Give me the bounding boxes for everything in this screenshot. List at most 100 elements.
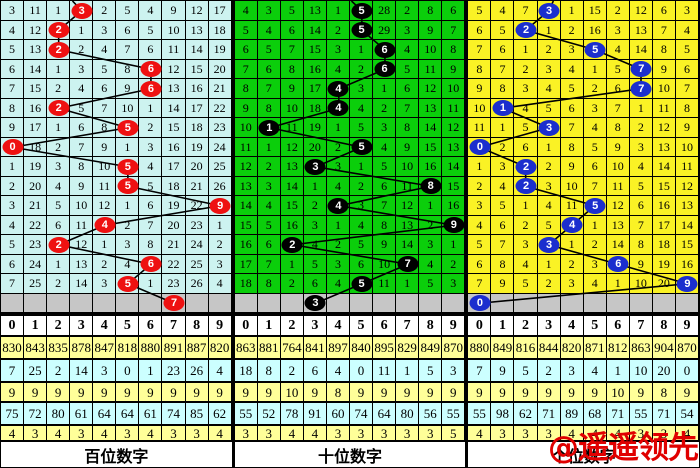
stat-cell: 4 <box>584 426 607 440</box>
stat-cell: 80 <box>47 403 71 424</box>
digit-header-cell: 1 <box>24 316 48 335</box>
drawn-ball: 3 <box>304 158 326 175</box>
trend-cell: 3 <box>560 274 584 294</box>
trend-cell: 12 <box>24 20 48 40</box>
trend-cell: 4 <box>350 215 374 235</box>
stat-cell: 863 <box>630 337 653 358</box>
trend-cell: 18 <box>208 20 232 40</box>
trend-cell: 13 <box>675 196 699 216</box>
trend-cell: 1 <box>47 1 71 21</box>
stat-cell: 55 <box>630 403 653 424</box>
stat-cell: 55 <box>235 403 258 424</box>
stat-cell: 74 <box>162 403 186 424</box>
trend-cell: 6 <box>257 59 281 79</box>
trend-cell: 1 <box>537 254 561 274</box>
trend-cell: 11 <box>24 1 48 21</box>
trend-cell: 2 <box>583 235 607 255</box>
stat-cell: 2 <box>538 360 561 381</box>
trend-cell: 7 <box>234 59 258 79</box>
pending-row-cell <box>208 293 232 313</box>
trend-cell: 9 <box>280 79 304 99</box>
trend-cell: 5 <box>47 196 71 216</box>
stat-cell: 3 <box>350 426 374 440</box>
trend-cell: 2 <box>326 137 350 157</box>
stat-cell: 880 <box>468 337 492 358</box>
drawn-ball: 5 <box>117 178 139 195</box>
trend-cell: 2 <box>70 40 94 60</box>
trend-cell: 18 <box>234 274 258 294</box>
trend-cell: 2 <box>373 98 397 118</box>
stat-cell: 870 <box>442 337 466 358</box>
trend-cell: 5 <box>350 118 374 138</box>
stat-cell: 61 <box>70 403 94 424</box>
trend-cell: 9 <box>606 137 630 157</box>
digit-header-cell: 1 <box>491 316 515 335</box>
stat-row: 55 98 62 71 89 68 71 55 71 54 <box>468 403 699 426</box>
trend-cell: 3 <box>139 137 163 157</box>
drawn-ball: 7 <box>630 80 652 97</box>
trend-cell: 2 <box>208 235 232 255</box>
trend-cell: 7 <box>1 79 25 99</box>
trend-cell: 9 <box>652 59 676 79</box>
trend-cell: 16 <box>162 137 186 157</box>
stat-cell: 80 <box>396 403 420 424</box>
trend-cell: 10 <box>234 118 258 138</box>
trend-cell: 18 <box>162 176 186 196</box>
trend-cell: 22 <box>24 215 48 235</box>
trend-cell: 3 <box>326 254 350 274</box>
trend-cell: 2 <box>537 40 561 60</box>
pending-row-cell <box>1 293 25 313</box>
stat-cell: 91 <box>304 403 327 424</box>
trend-cell: 19 <box>162 196 186 216</box>
digit-header-cell: 3 <box>70 316 94 335</box>
trend-cell: 6 <box>491 40 515 60</box>
trend-cell: 3 <box>350 79 374 99</box>
stats-units: 880 849 816 844 820 871 812 863 904 870 7 9 5 2 3 4 1 10 2… <box>468 337 699 442</box>
trend-cell: 5 <box>606 59 630 79</box>
stat-cell: 9 <box>186 383 209 401</box>
trend-cell: 13 <box>419 98 443 118</box>
pending-row-cell <box>93 293 117 313</box>
trend-cell: 3 <box>257 176 281 196</box>
pending-row-cell <box>70 293 94 313</box>
drawn-ball: 8 <box>420 178 442 195</box>
digit-header-cell: 8 <box>419 316 443 335</box>
pending-row-cell <box>139 293 163 313</box>
trend-grid-hundreds: 3 11 1 2 5 4 9 12 17 4 12 1 3 6 5 10 13 18 5 13 2 4 7 6 11 14 19 6 1… <box>1 1 232 313</box>
stat-cell: 4 <box>468 426 492 440</box>
stat-cell: 9 <box>304 383 327 401</box>
trend-cell: 17 <box>162 157 186 177</box>
stat-cell: 26 <box>186 360 209 381</box>
trend-cell: 23 <box>24 235 48 255</box>
trend-cell: 1 <box>583 215 607 235</box>
pending-row-cell <box>47 293 71 313</box>
stat-cell: 820 <box>209 337 232 358</box>
trend-cell: 1 <box>93 235 117 255</box>
trend-cell: 10 <box>629 274 653 294</box>
digit-header-cell: 3 <box>304 316 327 335</box>
pending-row-cell <box>537 293 561 313</box>
trend-cell: 4 <box>491 1 515 21</box>
stat-cell: 4 <box>607 426 630 440</box>
stat-cell: 9 <box>630 383 653 401</box>
panel-footer-hundreds: 百位数字 <box>1 442 232 467</box>
trend-cell: 12 <box>652 118 676 138</box>
trend-cell: 3 <box>560 40 584 60</box>
trend-cell: 1 <box>396 274 420 294</box>
trend-cell: 22 <box>208 98 232 118</box>
trend-cell: 13 <box>303 1 327 21</box>
stat-cell: 4 <box>281 426 304 440</box>
trend-cell: 5 <box>116 1 140 21</box>
trend-cell: 16 <box>419 157 443 177</box>
pending-row-cell <box>24 293 48 313</box>
trend-cell: 8 <box>257 274 281 294</box>
panel-units: 5 4 7 1 15 2 12 6 3 6 5 1 2 16 3 13 7 4 7 6 1 2 3 4 14 8 5 8 7 2 3 4 1 5 9… <box>465 1 699 467</box>
stat-cell: 10 <box>607 383 630 401</box>
trend-cell: 11 <box>70 215 94 235</box>
trend-cell: 2 <box>350 59 374 79</box>
trend-cell: 28 <box>373 1 397 21</box>
digit-header-cell: 7 <box>630 316 653 335</box>
trend-cell: 8 <box>491 254 515 274</box>
